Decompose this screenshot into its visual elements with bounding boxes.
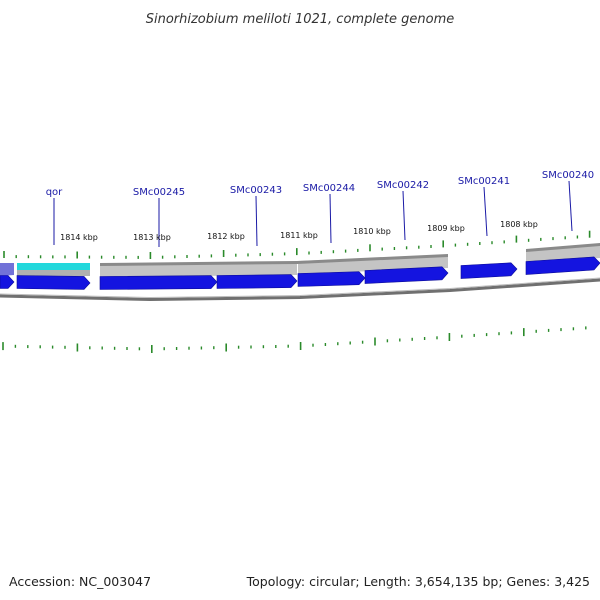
gene-labels: qor SMc00245 SMc00243 SMc00244 SMc00242 … [46,170,594,247]
leader-line-smc00240 [568,180,573,232]
gene-label-smc00243[interactable]: SMc00243 [230,185,282,196]
gene-label-smc00241[interactable]: SMc00241 [458,176,510,187]
region-segment-a [100,262,297,277]
gene-label-smc00240[interactable]: SMc00240 [542,170,594,181]
lower-tick-ring [2,326,587,353]
gene-label-smc00242[interactable]: SMc00242 [377,180,429,191]
leader-line-smc00243 [255,195,258,247]
kbp-label-1813: 1813 kbp [133,233,171,242]
leader-line-smc00242 [402,190,406,241]
region-top-edge-c [526,243,600,252]
kbp-label-1811: 1811 kbp [280,231,318,240]
gene-arrow-qor[interactable] [16,275,91,290]
qor-region-segment [17,263,90,270]
gene-arrow-smc00242[interactable] [364,266,449,284]
accession-text: Accession: NC_003047 [9,574,151,589]
topology-summary-text: Topology: circular; Length: 3,654,135 bp… [246,574,590,589]
genome-backbone-highlight [0,277,600,299]
qor-region-shade [17,270,90,276]
kbp-label-1814: 1814 kbp [60,233,98,242]
gene-arrow-smc00240[interactable] [525,256,600,275]
position-labels: 1814 kbp 1813 kbp 1812 kbp 1811 kbp 1810… [60,220,538,242]
gene-arrow-smc00245[interactable] [99,275,218,290]
gene-arrow-left[interactable] [0,275,15,289]
gene-label-smc00244[interactable]: SMc00244 [303,183,355,194]
kbp-label-1809: 1809 kbp [427,224,465,233]
gene-arrow-smc00244[interactable] [297,271,366,287]
gene-label-qor[interactable]: qor [46,187,63,198]
left-region-segment [0,263,14,276]
gene-track [0,256,600,290]
leader-line-smc00241 [483,186,488,237]
region-top-edge [100,254,448,266]
gene-label-smc00245[interactable]: SMc00245 [133,187,185,198]
gene-arrow-smc00243[interactable] [216,274,298,289]
leader-line-smc00244 [329,193,332,244]
kbp-label-1808: 1808 kbp [500,220,538,229]
upper-tick-ring [3,230,591,259]
kbp-label-1810: 1810 kbp [353,227,391,236]
kbp-label-1812: 1812 kbp [207,232,245,241]
genome-backbone [0,278,600,302]
gene-arrow-smc00241[interactable] [460,262,518,279]
region-track [0,243,600,277]
genome-title: Sinorhizobium meliloti 1021, complete ge… [146,12,455,27]
